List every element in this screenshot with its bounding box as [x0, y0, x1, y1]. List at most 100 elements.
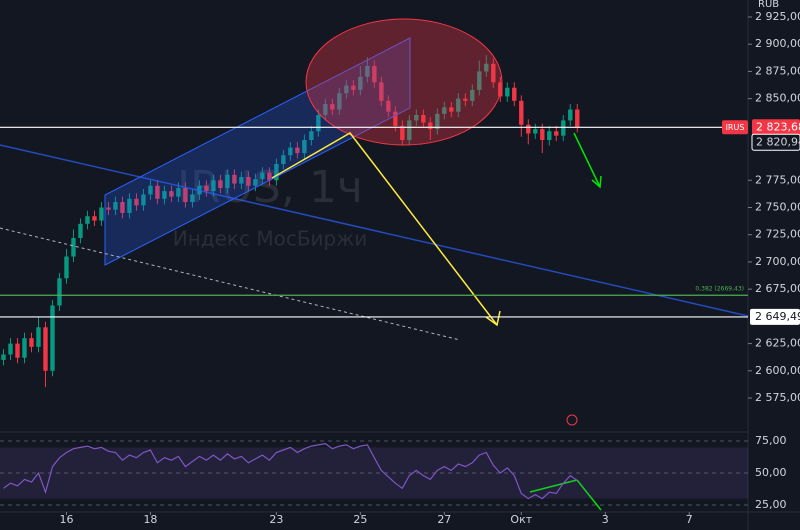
candle-body — [211, 180, 216, 192]
candle-body — [386, 100, 391, 112]
y-tick-label: 2 750,00 — [755, 201, 800, 214]
candle-body — [449, 107, 454, 112]
price-badge-label: 2 820,94 — [756, 135, 800, 148]
candle-body — [337, 93, 342, 110]
candle-body — [183, 187, 188, 203]
candle-body — [43, 327, 48, 371]
candle-body — [29, 338, 34, 347]
candle-body — [435, 113, 440, 130]
candle-body — [204, 185, 209, 192]
price-badge-label: 2 649,49 — [755, 310, 800, 323]
candle-body — [106, 207, 111, 210]
watermark: IRUS, 1ч Индекс МосБиржи — [173, 162, 368, 251]
candle-body — [330, 104, 335, 110]
candle-body — [554, 131, 559, 136]
candle-body — [8, 343, 13, 355]
candle-body — [414, 114, 419, 121]
rsi-trend-line — [529, 479, 578, 493]
candle-body — [50, 305, 55, 371]
y-tick-label: 2 725,00 — [755, 228, 800, 241]
rsi-line — [3, 442, 578, 500]
candle-body — [232, 174, 237, 184]
candle-body — [407, 120, 412, 141]
rsi-arrow — [576, 479, 602, 511]
candle-body — [351, 85, 356, 90]
y-tick-label: 2 900,00 — [755, 37, 800, 50]
rsi-tick-label: 25,00 — [755, 498, 787, 511]
y-tick-label: 2 575,00 — [755, 391, 800, 404]
x-tick-label: 16 — [59, 513, 73, 526]
candle-body — [99, 207, 104, 221]
candle-body — [309, 131, 314, 141]
candle-body — [92, 216, 97, 221]
trend-line — [0, 144, 749, 317]
watermark-subtitle: Индекс МосБиржи — [173, 227, 368, 251]
candle-body — [575, 109, 580, 127]
candle-body — [85, 216, 90, 224]
candle-body — [365, 65, 370, 77]
symbol-label: IRUS — [726, 123, 745, 132]
y-tick-label: 2 775,00 — [755, 173, 800, 186]
arrow-head — [485, 310, 501, 327]
candle-body — [78, 223, 83, 238]
candle-body — [1, 354, 6, 360]
candle-body — [379, 82, 384, 101]
candle-body — [260, 172, 265, 180]
candle-body — [561, 120, 566, 136]
highlight-ellipse — [305, 18, 503, 146]
x-tick-label: 23 — [269, 513, 283, 526]
y-tick-label: 2 600,00 — [755, 364, 800, 377]
candle-body — [323, 104, 328, 115]
x-tick-label: 25 — [353, 513, 367, 526]
candle-body — [400, 125, 405, 141]
candle-body — [505, 87, 510, 97]
yellow-arrow — [271, 132, 498, 326]
candle-body — [533, 129, 538, 134]
channel — [104, 37, 411, 266]
candle-body — [127, 198, 132, 213]
candle-body — [288, 147, 293, 156]
candle-body — [15, 343, 20, 358]
candle-body — [477, 71, 482, 90]
x-tick-label: 18 — [143, 513, 157, 526]
candle-body — [64, 256, 69, 279]
candle-body — [358, 76, 363, 90]
candle-body — [442, 107, 447, 114]
candle-body — [169, 191, 174, 197]
price-line-label: 0,382 (2669,43) — [695, 286, 744, 293]
candle-body — [456, 98, 461, 112]
y-tick-label: 2 625,00 — [755, 337, 800, 350]
candle-body — [36, 327, 41, 347]
candle-body — [225, 174, 230, 188]
price-badge — [750, 308, 800, 325]
candle-body — [239, 177, 244, 184]
candle-body — [372, 65, 377, 83]
candle-body — [113, 202, 118, 210]
candle-body — [344, 85, 349, 94]
y-tick-label: 2 875,00 — [755, 64, 800, 77]
candle-body — [120, 202, 125, 213]
candle-body — [470, 89, 475, 101]
x-tick-label: 7 — [686, 513, 693, 526]
candle-body — [302, 140, 307, 154]
candle-body — [316, 114, 321, 132]
candle-body — [498, 82, 503, 97]
candle-body — [141, 194, 146, 206]
candle-body — [281, 155, 286, 164]
candle-body — [491, 63, 496, 83]
y-tick-label: 2 700,00 — [755, 255, 800, 268]
candle-body — [540, 129, 545, 141]
candle-body — [393, 111, 398, 126]
candle-body — [526, 124, 531, 134]
x-tick-label: 27 — [437, 513, 451, 526]
x-tick-label: Окт — [510, 513, 532, 526]
candle-body — [246, 177, 251, 186]
price-badge — [751, 133, 800, 151]
drawings — [0, 18, 749, 511]
candle-body — [512, 87, 517, 101]
x-tick-label: 3 — [602, 513, 609, 526]
y-tick-label: 2 675,00 — [755, 282, 800, 295]
candle-body — [162, 191, 167, 199]
candle-body — [267, 172, 272, 181]
